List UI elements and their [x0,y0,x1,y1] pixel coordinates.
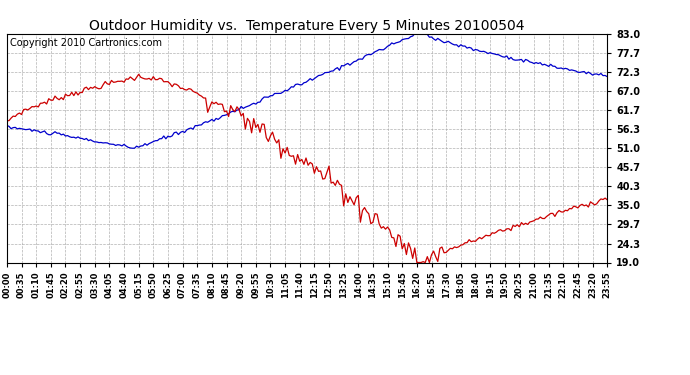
Title: Outdoor Humidity vs.  Temperature Every 5 Minutes 20100504: Outdoor Humidity vs. Temperature Every 5… [89,19,525,33]
Text: Copyright 2010 Cartronics.com: Copyright 2010 Cartronics.com [10,38,162,48]
